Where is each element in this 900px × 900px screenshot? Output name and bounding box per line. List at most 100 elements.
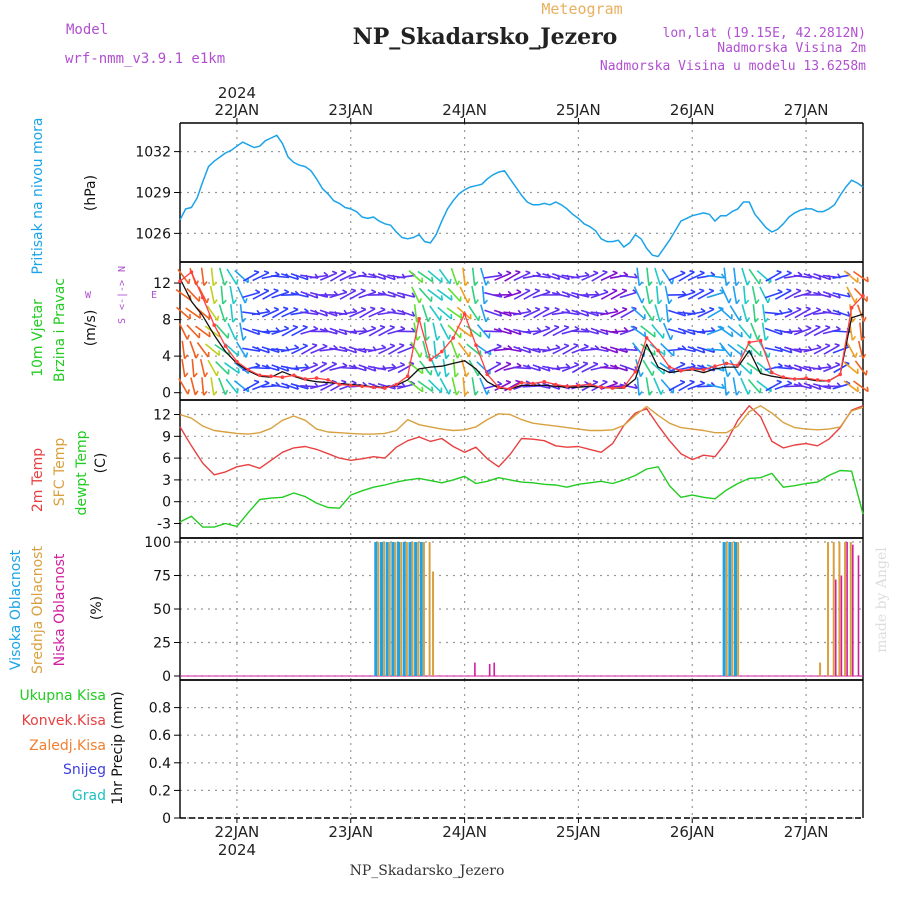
wind-barb-head bbox=[342, 289, 348, 293]
wind-barb-head bbox=[474, 299, 479, 305]
wind-barb-head bbox=[245, 352, 249, 358]
wind-barb-head bbox=[312, 361, 318, 366]
wind-barb-head bbox=[534, 288, 540, 292]
wind-barb-head bbox=[653, 331, 656, 338]
wind-barb bbox=[654, 304, 661, 323]
top-date-label-2: 24JAN bbox=[442, 101, 487, 119]
wind-barb bbox=[339, 346, 357, 354]
wind-barb bbox=[451, 377, 458, 396]
wind-barb bbox=[750, 322, 759, 341]
wind-barb-head bbox=[721, 383, 726, 389]
wind-barb bbox=[762, 304, 766, 323]
wind-barb bbox=[846, 341, 857, 358]
wind-speed-point bbox=[189, 270, 194, 274]
wind-speed-point bbox=[576, 383, 581, 388]
wind-barb-head bbox=[536, 327, 542, 332]
wind-barb-head bbox=[856, 386, 859, 392]
wind-barb-head bbox=[421, 386, 424, 392]
wind-barb-head bbox=[555, 344, 561, 349]
wind-barb-head bbox=[710, 326, 716, 332]
cloud-bar-mid-5 bbox=[405, 542, 408, 676]
wind-speed-point bbox=[701, 368, 706, 372]
model-label: Model bbox=[66, 22, 108, 38]
wind-barb bbox=[707, 308, 724, 319]
wind-speed-point bbox=[588, 382, 592, 387]
wind-speed-point bbox=[280, 375, 285, 380]
wind-barb bbox=[367, 365, 386, 371]
bottom-date-label-1: 23JAN bbox=[328, 823, 373, 841]
wind-barb bbox=[523, 289, 541, 300]
wind-barb bbox=[456, 325, 472, 338]
wind-barb bbox=[177, 268, 190, 285]
wind-barb-head bbox=[592, 379, 599, 383]
cloud-unit: (%) bbox=[89, 596, 105, 620]
wind-barb-head bbox=[536, 271, 542, 276]
wind-barb-head bbox=[456, 353, 461, 359]
wind-barb-head bbox=[440, 295, 443, 301]
wind-barb-head bbox=[750, 349, 753, 356]
wind-barb bbox=[218, 267, 226, 286]
wind-speed-point bbox=[314, 376, 319, 380]
wind-barb bbox=[784, 346, 802, 354]
wind-barb-head bbox=[866, 386, 869, 392]
wind-barb bbox=[743, 285, 747, 304]
wind-barb bbox=[252, 346, 270, 354]
wind-barb bbox=[447, 324, 462, 339]
wind-barb bbox=[309, 274, 328, 279]
wind-barb-head bbox=[738, 370, 742, 376]
wind-barb-head bbox=[275, 327, 281, 332]
wind-barb bbox=[532, 274, 551, 279]
wind-barb-head bbox=[208, 331, 211, 337]
wind-barb-head bbox=[360, 288, 366, 292]
wind-barb bbox=[484, 291, 502, 298]
cloud-bar-mid-22 bbox=[849, 542, 852, 676]
wind-barb bbox=[832, 309, 851, 317]
wind-barb-head bbox=[681, 290, 687, 296]
wind-barb bbox=[494, 381, 512, 392]
temp-ylabel-2: SFC Temp bbox=[52, 438, 68, 507]
wind-barb bbox=[432, 322, 438, 341]
wind-barb-head bbox=[496, 343, 502, 348]
bottom-date-axis: 22JAN 23JAN 24JAN 25JAN 26JAN 27JAN bbox=[215, 818, 828, 841]
wind-barb-head bbox=[663, 349, 666, 356]
wind-barb bbox=[813, 326, 831, 337]
wind-barb bbox=[804, 326, 821, 337]
wind-barb bbox=[450, 341, 459, 359]
wind-speed-point bbox=[565, 384, 569, 389]
wind-barb bbox=[600, 310, 619, 316]
wind-barb bbox=[843, 270, 859, 284]
wind-barb bbox=[642, 305, 654, 322]
wind-barb-head bbox=[632, 325, 638, 330]
wind-barb-head bbox=[534, 306, 541, 311]
wind-barb bbox=[484, 345, 502, 354]
y-tick-label-0: 1026 bbox=[135, 226, 171, 242]
y-tick-label-1: 0 bbox=[162, 495, 171, 511]
wind-speed-point bbox=[519, 380, 524, 385]
wind-barb bbox=[338, 310, 357, 316]
wind-barb bbox=[230, 304, 234, 323]
wind-barb bbox=[329, 291, 348, 299]
wind-barb bbox=[461, 359, 467, 377]
wind-barb-head bbox=[273, 306, 280, 311]
wind-barb-head bbox=[263, 288, 270, 292]
wind-barb-head bbox=[699, 288, 705, 292]
wind-barb bbox=[774, 345, 793, 354]
wind-barb bbox=[542, 308, 560, 318]
wind-barb bbox=[562, 344, 579, 355]
wind-barb bbox=[783, 330, 803, 333]
wind-barb bbox=[349, 289, 366, 300]
meteogram-label: Meteogram bbox=[541, 0, 622, 18]
wind-barb bbox=[271, 327, 289, 336]
wind-barb bbox=[329, 327, 347, 336]
wind-barb bbox=[774, 366, 793, 370]
wind-barb bbox=[687, 366, 706, 370]
wind-barb bbox=[696, 330, 715, 333]
wind-barb-head bbox=[699, 270, 705, 274]
wind-barb bbox=[653, 377, 662, 395]
wind-barb-head bbox=[845, 380, 851, 385]
wind-barb bbox=[664, 285, 670, 304]
wind-barb bbox=[523, 308, 541, 318]
wind-speed-point bbox=[428, 358, 433, 362]
wind-barb bbox=[793, 364, 812, 372]
wind-barb bbox=[271, 291, 289, 299]
